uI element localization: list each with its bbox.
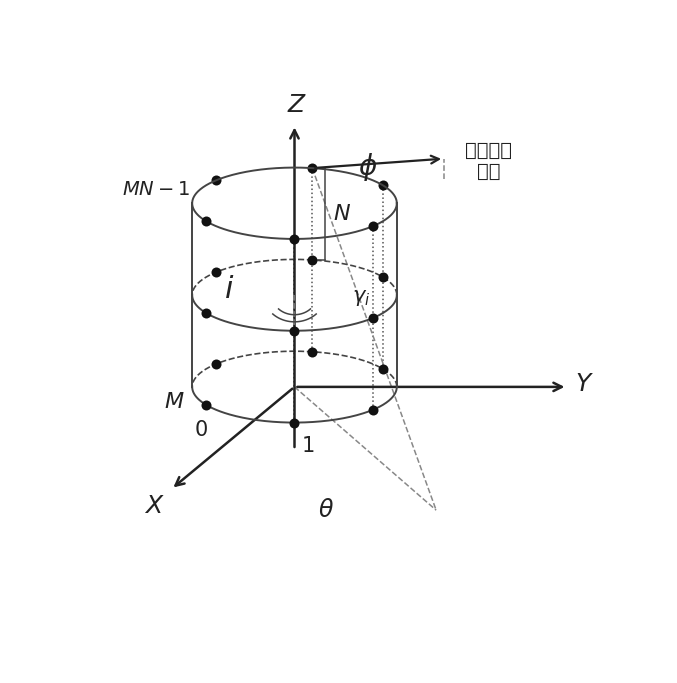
Point (368, 313, 378, 324)
Point (307, 255, 318, 266)
Text: $Y$: $Y$ (575, 372, 594, 396)
Text: $0$: $0$ (194, 421, 208, 441)
Text: $MN-1$: $MN-1$ (122, 180, 190, 199)
Text: $Z$: $Z$ (287, 93, 307, 117)
Point (368, 404, 378, 415)
Text: $\gamma_i$: $\gamma_i$ (352, 288, 370, 308)
Text: $\theta$: $\theta$ (318, 498, 334, 522)
Point (200, 216, 211, 227)
Text: $M$: $M$ (164, 392, 184, 412)
Point (200, 307, 211, 318)
Point (307, 163, 318, 173)
Point (211, 175, 221, 186)
Point (211, 359, 221, 370)
Point (289, 417, 300, 428)
Text: $N$: $N$ (333, 204, 351, 224)
Point (211, 266, 221, 277)
Point (378, 363, 389, 374)
Point (378, 272, 389, 283)
Point (200, 400, 211, 410)
Text: 信号入射: 信号入射 (465, 141, 512, 161)
Point (289, 325, 300, 336)
Text: 方向: 方向 (477, 163, 500, 181)
Point (378, 180, 389, 191)
Text: $1$: $1$ (301, 436, 314, 456)
Text: $\phi$: $\phi$ (358, 150, 378, 182)
Point (307, 346, 318, 357)
Text: $X$: $X$ (144, 494, 165, 518)
Text: $i$: $i$ (223, 275, 234, 305)
Point (289, 234, 300, 245)
Point (368, 221, 378, 232)
